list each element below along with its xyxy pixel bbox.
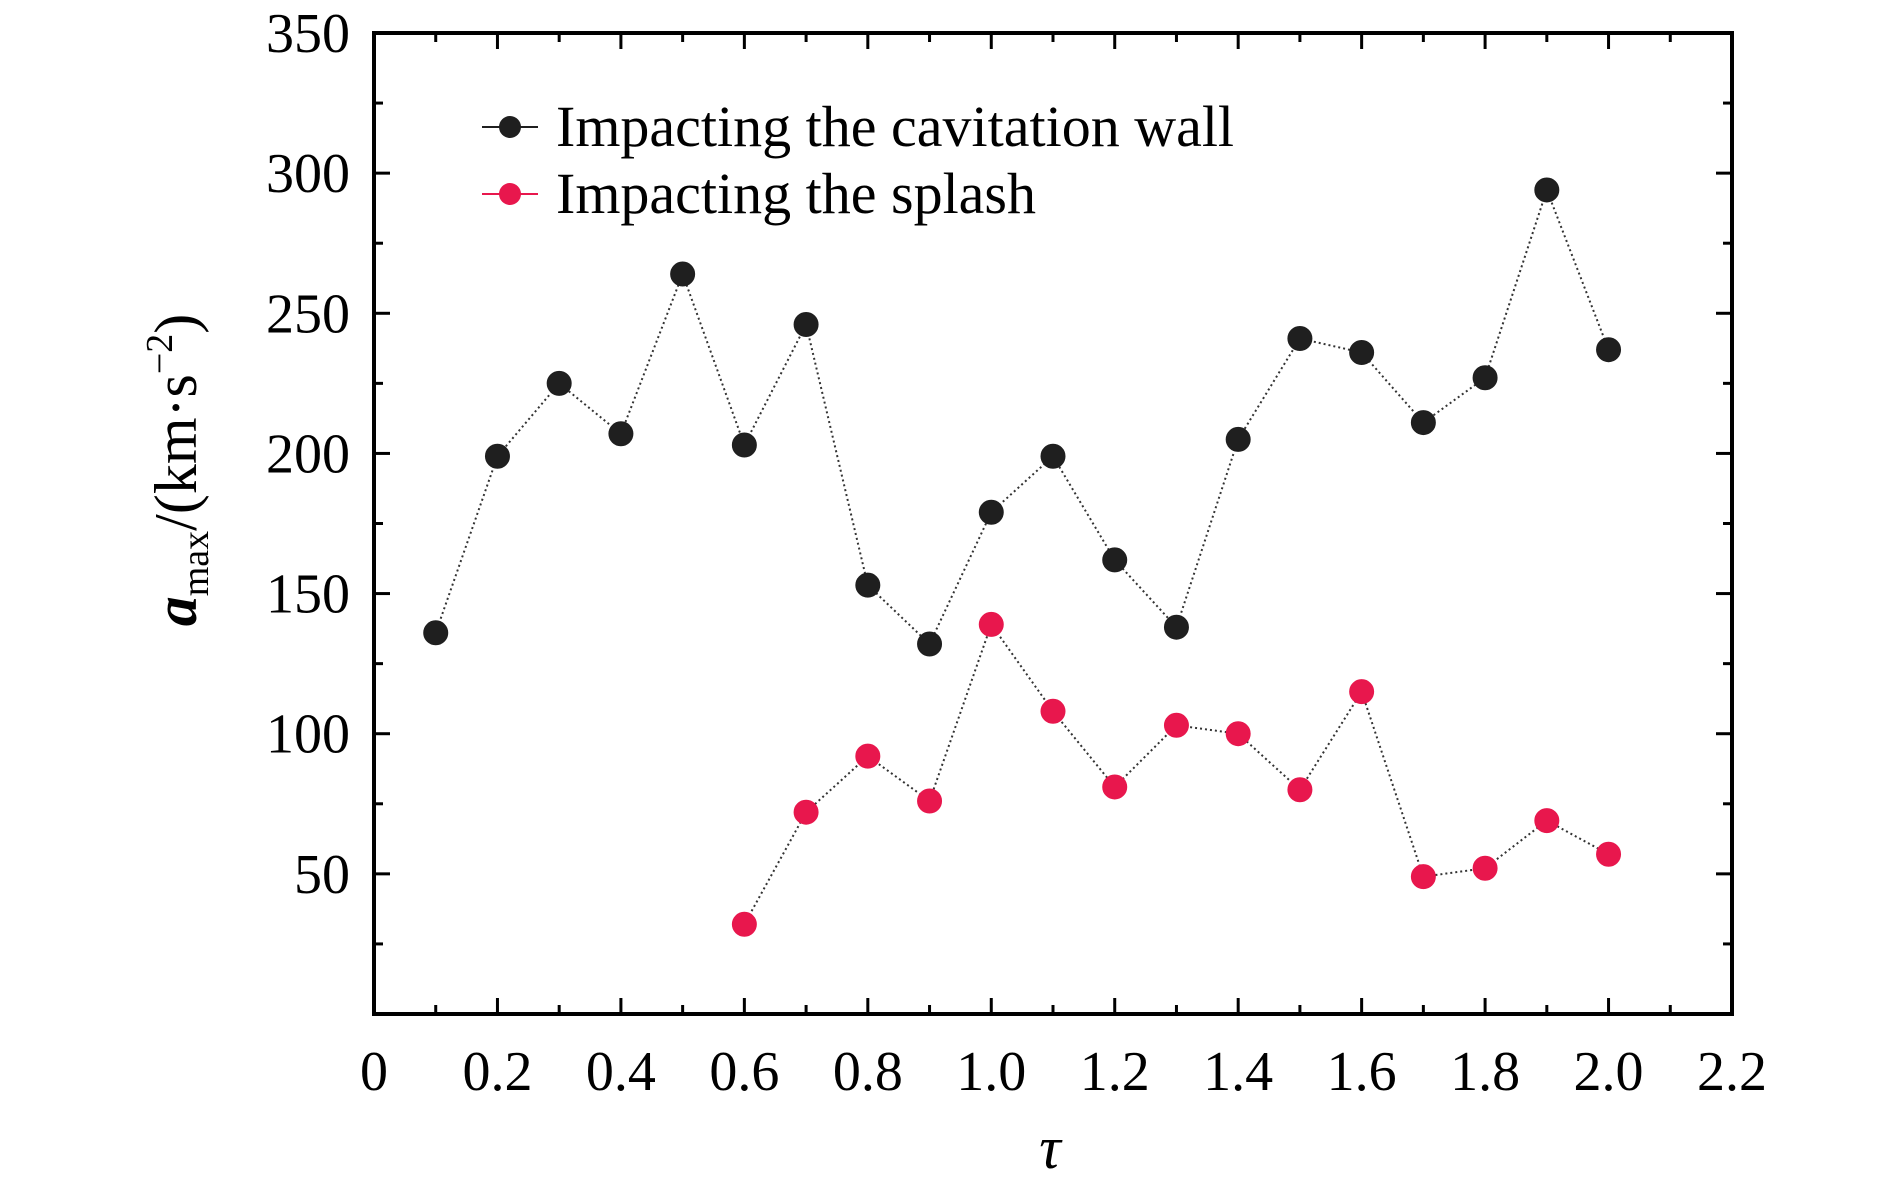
y-axis-title: amax/(km·s−2) <box>139 314 217 627</box>
data-point <box>1225 721 1251 747</box>
y-tick-label: 100 <box>266 704 350 766</box>
data-point <box>1102 547 1128 573</box>
series-layer <box>423 177 1622 937</box>
data-point <box>1040 698 1066 724</box>
x-tick-label: 1.0 <box>956 1041 1026 1103</box>
x-tick-label: 0.8 <box>833 1041 903 1103</box>
data-point <box>423 620 449 646</box>
data-point <box>1225 426 1251 452</box>
data-point <box>793 311 819 337</box>
data-point <box>1534 177 1560 203</box>
data-point <box>1349 679 1375 705</box>
data-point <box>1596 337 1622 363</box>
data-point <box>608 421 634 447</box>
legend-label-cavitation-wall: Impacting the cavitation wall <box>556 94 1234 159</box>
y-axis-title-symbol: a <box>143 596 209 626</box>
data-point <box>855 572 881 598</box>
x-tick-labels: 0 0.2 0.4 0.6 0.8 1.0 1.2 1.4 1.6 1.8 2.0 2.2 <box>360 1041 1767 1103</box>
data-point <box>1472 855 1498 881</box>
data-point <box>1287 777 1313 803</box>
legend-entry-splash: Impacting the splash <box>482 161 1036 226</box>
series-0 <box>423 177 1622 657</box>
x-tick-label: 2.2 <box>1697 1041 1767 1103</box>
data-point <box>793 799 819 825</box>
y-axis-title-exponent: −2 <box>139 334 181 374</box>
series-1 <box>731 611 1622 937</box>
y-tick-label: 300 <box>266 143 350 205</box>
data-point <box>1410 864 1436 890</box>
y-axis-title-unit: /(km·s <box>143 374 209 531</box>
y-tick-label: 50 <box>294 844 350 906</box>
data-point <box>670 261 696 287</box>
x-axis-title: τ <box>1039 1115 1063 1181</box>
legend-marker-splash <box>499 183 521 205</box>
y-tick-label: 350 <box>266 3 350 65</box>
data-point <box>1534 808 1560 834</box>
data-point <box>1287 326 1313 352</box>
data-point <box>917 631 943 657</box>
data-point <box>1163 614 1189 640</box>
y-axis-title-unit-close: ) <box>143 314 209 334</box>
data-point <box>546 370 572 396</box>
data-point <box>1163 712 1189 738</box>
data-point <box>1102 774 1128 800</box>
x-tick-label: 1.8 <box>1450 1041 1520 1103</box>
legend-label-splash: Impacting the splash <box>556 161 1036 226</box>
data-point <box>484 443 510 469</box>
y-axis-title-subscript: max <box>175 531 217 596</box>
y-tick-label: 200 <box>266 423 350 485</box>
legend-marker-cavitation-wall <box>499 116 521 138</box>
legend-entry-cavitation-wall: Impacting the cavitation wall <box>482 94 1234 159</box>
x-tick-label: 0.2 <box>462 1041 532 1103</box>
data-point <box>731 911 757 937</box>
data-point <box>917 788 943 814</box>
plot-frame <box>372 31 1734 1016</box>
data-point <box>978 611 1004 637</box>
x-tick-label: 0 <box>360 1041 388 1103</box>
x-tick-label: 0.6 <box>709 1041 779 1103</box>
x-tick-label: 1.4 <box>1203 1041 1273 1103</box>
data-point <box>978 499 1004 525</box>
data-point <box>1596 841 1622 867</box>
x-tick-label: 1.2 <box>1080 1041 1150 1103</box>
x-tick-label: 0.4 <box>586 1041 656 1103</box>
x-tick-label: 1.6 <box>1327 1041 1397 1103</box>
data-point <box>1040 443 1066 469</box>
data-point <box>1410 410 1436 436</box>
y-tick-labels: 50 100 150 200 250 300 350 <box>266 3 350 906</box>
y-tick-label: 150 <box>266 564 350 626</box>
x-tick-label: 2.0 <box>1574 1041 1644 1103</box>
series-line <box>434 186 1610 646</box>
data-point <box>855 743 881 769</box>
data-point <box>1349 340 1375 366</box>
data-point <box>731 432 757 458</box>
legend: Impacting the cavitation wall Impacting … <box>482 94 1234 226</box>
data-point <box>1472 365 1498 391</box>
y-tick-label: 250 <box>266 283 350 345</box>
